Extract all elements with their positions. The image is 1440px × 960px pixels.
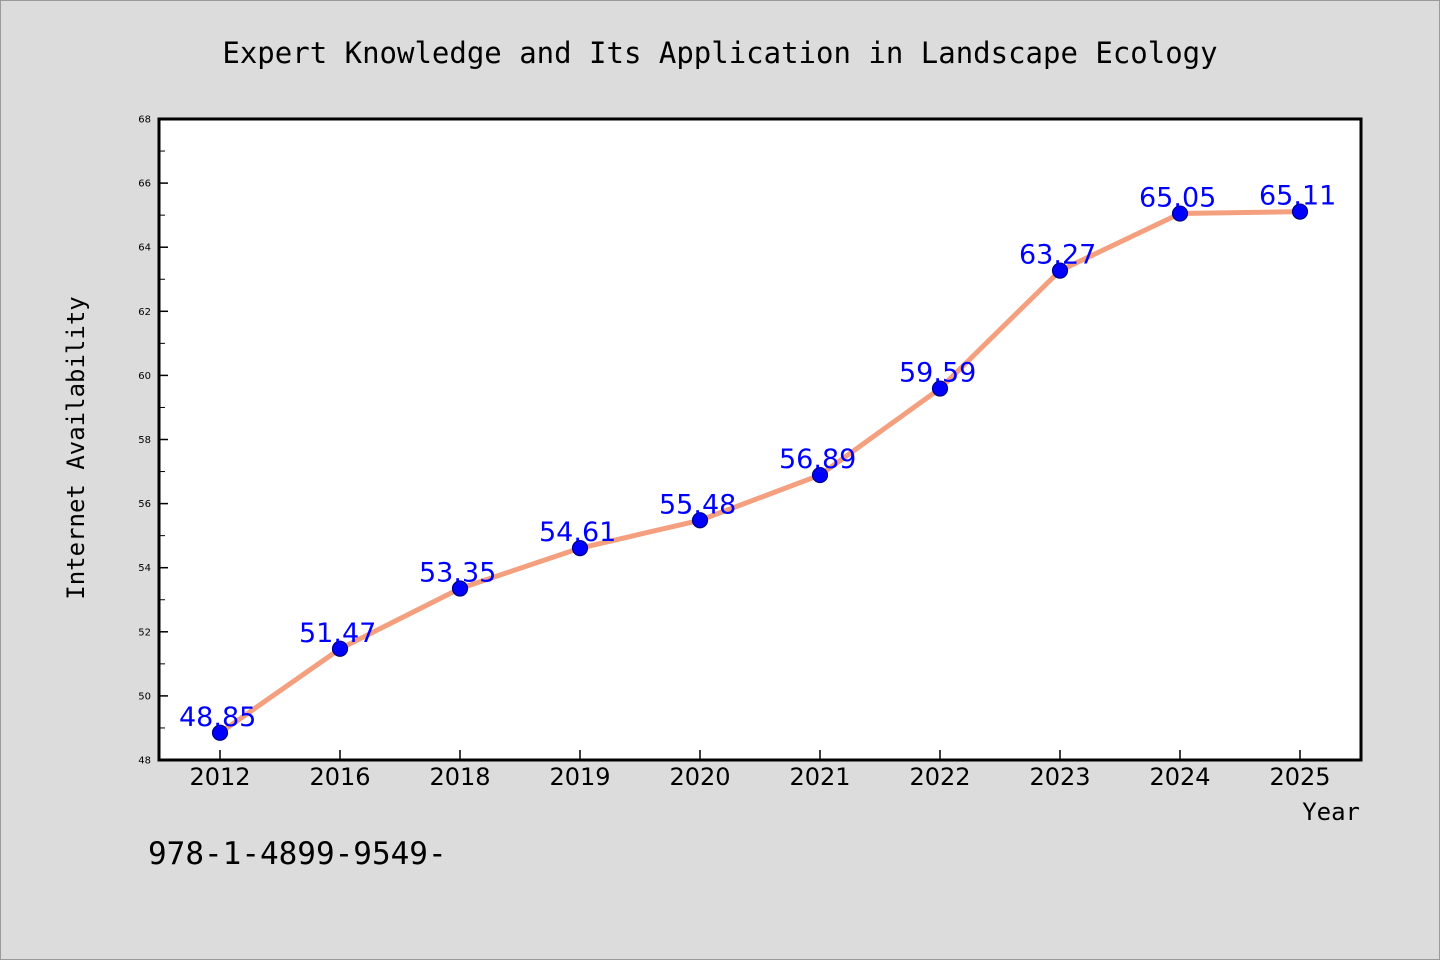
y-tick-label: 68 bbox=[138, 115, 151, 126]
plot-frame bbox=[157, 117, 1363, 762]
data-point bbox=[1051, 262, 1069, 279]
data-point bbox=[571, 540, 589, 557]
data-label: 59.59 bbox=[899, 358, 976, 389]
y-axis-label: Internet Availability bbox=[62, 296, 90, 599]
y-tick-label: 64 bbox=[138, 243, 151, 254]
x-tick-label: 2016 bbox=[309, 763, 370, 791]
plot-area bbox=[159, 119, 1361, 760]
data-label: 63.27 bbox=[1019, 240, 1096, 271]
y-tick-label: 60 bbox=[138, 371, 151, 382]
series-line bbox=[217, 209, 1303, 736]
x-tick-label: 2022 bbox=[909, 763, 970, 791]
data-label: 53.35 bbox=[419, 558, 496, 589]
y-axis-ticks: 48 50 52 54 56 58 60 62 64 66 68 bbox=[138, 115, 168, 767]
data-label: 54.61 bbox=[539, 517, 616, 548]
x-tick-label: 2012 bbox=[189, 763, 250, 791]
data-label: 65.05 bbox=[1139, 183, 1216, 214]
chart-title: Expert Knowledge and Its Application in … bbox=[222, 36, 1217, 70]
x-tick-label: 2018 bbox=[429, 763, 490, 791]
data-labels: 48.85 51.47 53.35 54.61 55.48 56.89 59.59 63.27… bbox=[179, 181, 1336, 733]
data-point bbox=[931, 380, 949, 397]
data-point bbox=[1291, 203, 1309, 220]
data-point bbox=[331, 640, 349, 657]
data-label: 55.48 bbox=[659, 489, 736, 520]
data-label: 48.85 bbox=[179, 702, 256, 733]
data-label: 56.89 bbox=[779, 444, 856, 475]
data-label: 65.11 bbox=[1259, 181, 1336, 212]
x-tick-label: 2024 bbox=[1149, 763, 1210, 791]
x-tick-label: 2023 bbox=[1029, 763, 1090, 791]
footer-text: 978-1-4899-9549- bbox=[148, 836, 447, 872]
x-axis-label: Year bbox=[1302, 798, 1360, 826]
y-tick-label: 52 bbox=[138, 627, 151, 638]
x-tick-label: 2025 bbox=[1269, 763, 1330, 791]
y-tick-label: 50 bbox=[138, 691, 151, 702]
y-tick-label: 48 bbox=[138, 756, 151, 767]
y-tick-label: 66 bbox=[138, 179, 151, 190]
data-point bbox=[451, 580, 469, 597]
y-tick-label: 62 bbox=[138, 307, 151, 318]
data-point bbox=[811, 466, 829, 484]
data-point bbox=[1171, 205, 1189, 222]
x-axis-ticks: 2012 2016 2018 2019 2020 2021 2022 2023 2024 2025 bbox=[189, 750, 1331, 791]
data-point bbox=[691, 512, 709, 529]
x-tick-label: 2020 bbox=[669, 763, 730, 791]
y-tick-label: 56 bbox=[138, 499, 151, 510]
data-markers bbox=[211, 203, 1309, 741]
data-label: 51.47 bbox=[299, 618, 376, 649]
y-tick-label: 54 bbox=[138, 563, 151, 574]
data-point bbox=[211, 724, 229, 741]
y-tick-label: 58 bbox=[138, 435, 151, 446]
x-tick-label: 2021 bbox=[789, 763, 850, 791]
x-tick-label: 2019 bbox=[549, 763, 610, 791]
